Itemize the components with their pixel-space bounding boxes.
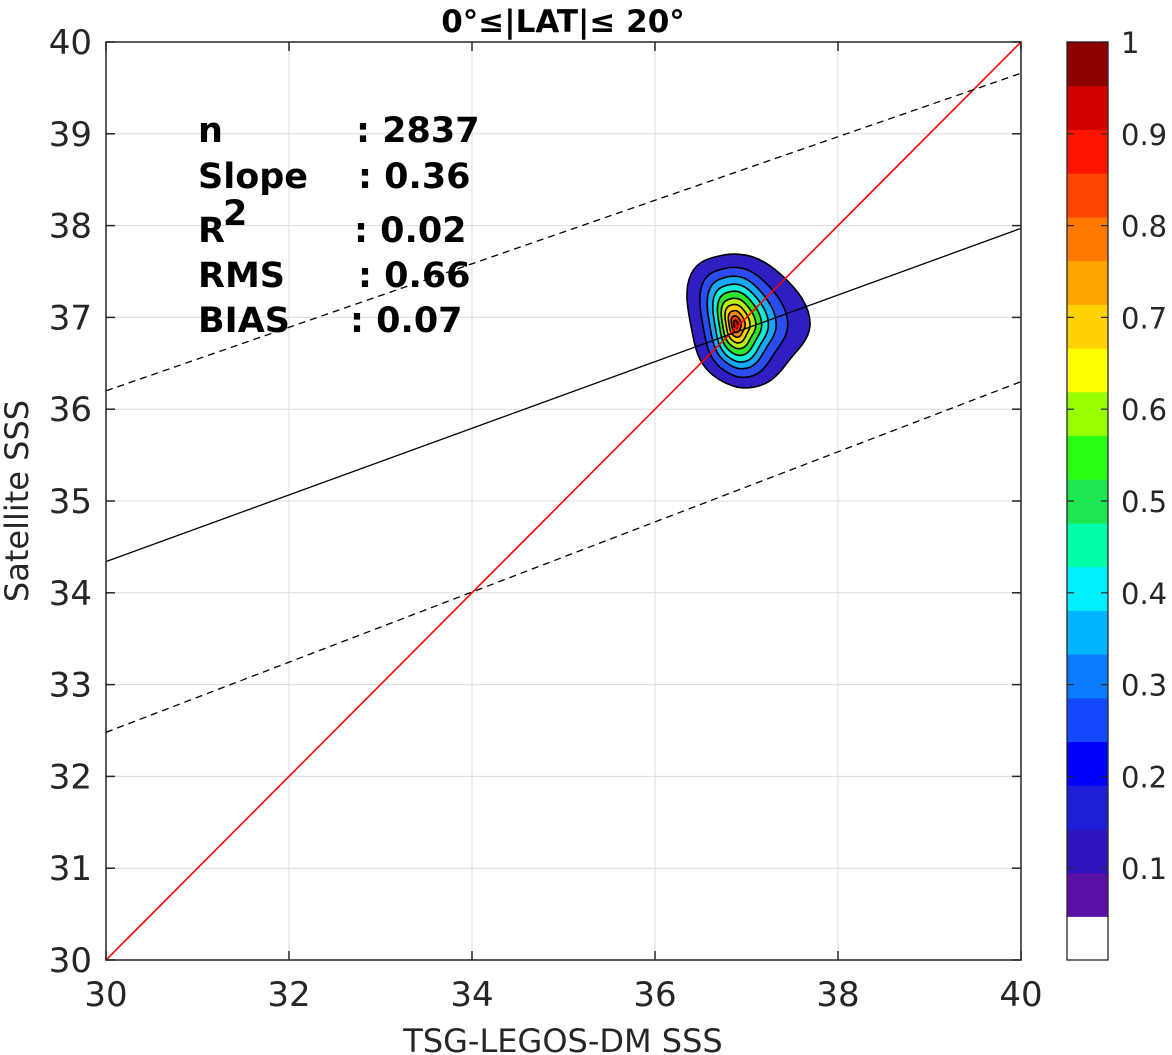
colorbar-tick-label: 0.1 bbox=[1121, 852, 1167, 886]
density-contours bbox=[686, 253, 811, 389]
colorbar-segment bbox=[1067, 435, 1108, 480]
stat-superscript: 2 bbox=[223, 194, 247, 234]
y-tick-label: 37 bbox=[49, 298, 92, 338]
stat-value: : 0.02 bbox=[354, 211, 467, 251]
colorbar-segment bbox=[1067, 828, 1108, 874]
x-tick-label: 38 bbox=[816, 975, 859, 1015]
colorbar-segment bbox=[1067, 697, 1108, 743]
x-axis-title: TSG-LEGOS-DM SSS bbox=[402, 1022, 722, 1055]
y-tick-label: 40 bbox=[49, 23, 92, 63]
regression-line bbox=[106, 227, 1021, 563]
colorbar-segment bbox=[1067, 610, 1108, 655]
stat-value: : 0.36 bbox=[358, 157, 471, 197]
y-axis-title: Satellite SSS bbox=[0, 400, 36, 602]
y-tick-label: 34 bbox=[49, 574, 92, 614]
stat-label: RMS bbox=[198, 256, 285, 296]
colorbar-segment bbox=[1067, 741, 1108, 786]
colorbar-segment bbox=[1067, 173, 1108, 218]
x-tick-label: 40 bbox=[999, 975, 1042, 1015]
one-to-one-line bbox=[106, 42, 1021, 960]
colorbar-segment bbox=[1067, 42, 1108, 87]
y-tick-label: 33 bbox=[49, 666, 92, 706]
stat-value: : 0.66 bbox=[358, 256, 471, 296]
colorbar: 0.1 0.2 0.3 0.4 0.5 0.6 0.7 0.8 0.9 1 bbox=[1066, 26, 1167, 961]
colorbar-segment bbox=[1067, 216, 1108, 262]
lower-bound-line bbox=[106, 381, 1021, 733]
y-tick-label: 30 bbox=[49, 941, 92, 981]
upper-bound-line bbox=[106, 72, 1021, 392]
y-tick-label: 38 bbox=[49, 207, 92, 247]
x-tick-label: 36 bbox=[633, 975, 676, 1015]
stat-label: Slope bbox=[198, 157, 308, 197]
colorbar-tick-label: 0.3 bbox=[1121, 669, 1167, 703]
colorbar-segment bbox=[1067, 566, 1108, 611]
colorbar-segment bbox=[1067, 654, 1108, 699]
y-tick-label: 35 bbox=[49, 482, 92, 522]
colorbar-segment bbox=[1067, 785, 1108, 830]
stat-label: BIAS bbox=[198, 301, 290, 341]
colorbar-tick-label: 0.2 bbox=[1121, 760, 1167, 794]
x-tick-label: 32 bbox=[267, 975, 310, 1015]
axis-ticks: 30 32 34 36 38 40 30 31 32 33 34 35 36 37 38 39 40 bbox=[49, 23, 1043, 1015]
colorbar-segment bbox=[1067, 260, 1108, 305]
fit-lines bbox=[106, 42, 1021, 960]
y-tick-label: 36 bbox=[49, 390, 92, 430]
colorbar-segment bbox=[1067, 85, 1108, 131]
chart-title: 0°≤|LAT|≤ 20° bbox=[441, 4, 685, 40]
colorbar-tick-label: 0.9 bbox=[1121, 118, 1167, 152]
colorbar-segment bbox=[1067, 872, 1108, 917]
stat-value: : 0.07 bbox=[350, 301, 463, 341]
colorbar-segment bbox=[1067, 916, 1108, 961]
colorbar-tick-label: 0.7 bbox=[1121, 301, 1167, 335]
colorbar-segment bbox=[1067, 391, 1108, 437]
stat-value: : 2837 bbox=[356, 111, 480, 151]
stat-label: n bbox=[198, 111, 223, 151]
colorbar-tick-label: 1 bbox=[1121, 26, 1139, 60]
y-tick-label: 39 bbox=[49, 115, 92, 155]
colorbar-tick-label: 0.8 bbox=[1121, 210, 1167, 244]
colorbar-segment bbox=[1067, 522, 1108, 568]
y-tick-label: 32 bbox=[49, 757, 92, 797]
colorbar-segment bbox=[1067, 348, 1108, 393]
colorbar-tick-label: 0.4 bbox=[1121, 577, 1167, 611]
x-tick-label: 30 bbox=[84, 975, 127, 1015]
x-tick-label: 34 bbox=[450, 975, 493, 1015]
stat-label: R bbox=[198, 211, 225, 251]
colorbar-tick-label: 0.5 bbox=[1121, 485, 1167, 519]
colorbar-segment bbox=[1067, 129, 1108, 174]
grid-lines bbox=[106, 42, 1021, 960]
y-tick-label: 31 bbox=[49, 849, 92, 889]
colorbar-tick-label: 0.6 bbox=[1121, 393, 1167, 427]
stats-annotation: n : 2837 Slope : 0.36 R2 : 0.02 RMS : 0.66 BIAS:… bbox=[198, 111, 480, 341]
colorbar-segment bbox=[1067, 304, 1108, 349]
